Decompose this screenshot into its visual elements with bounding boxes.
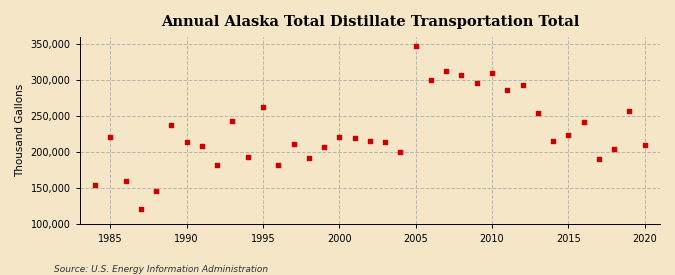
Y-axis label: Thousand Gallons: Thousand Gallons bbox=[15, 84, 25, 177]
Point bbox=[181, 139, 192, 144]
Point bbox=[624, 108, 635, 113]
Point bbox=[593, 157, 604, 161]
Point bbox=[227, 119, 238, 124]
Point bbox=[258, 105, 269, 109]
Point bbox=[502, 87, 513, 92]
Point bbox=[120, 179, 131, 183]
Title: Annual Alaska Total Distillate Transportation Total: Annual Alaska Total Distillate Transport… bbox=[161, 15, 579, 29]
Point bbox=[136, 207, 146, 211]
Point bbox=[547, 139, 558, 143]
Point bbox=[441, 69, 452, 73]
Text: Source: U.S. Energy Information Administration: Source: U.S. Energy Information Administ… bbox=[54, 265, 268, 274]
Point bbox=[166, 123, 177, 127]
Point bbox=[273, 163, 284, 167]
Point bbox=[578, 120, 589, 124]
Point bbox=[380, 139, 391, 144]
Point bbox=[319, 144, 329, 149]
Point bbox=[425, 78, 436, 82]
Point bbox=[196, 144, 207, 148]
Point bbox=[609, 147, 620, 151]
Point bbox=[349, 136, 360, 140]
Point bbox=[517, 83, 528, 88]
Point bbox=[242, 155, 253, 160]
Point bbox=[395, 150, 406, 154]
Point bbox=[105, 134, 115, 139]
Point bbox=[90, 183, 101, 187]
Point bbox=[410, 44, 421, 49]
Point bbox=[303, 156, 314, 160]
Point bbox=[212, 163, 223, 167]
Point bbox=[151, 189, 161, 194]
Point bbox=[334, 135, 345, 139]
Point bbox=[533, 111, 543, 115]
Point bbox=[364, 139, 375, 143]
Point bbox=[471, 81, 482, 86]
Point bbox=[456, 72, 467, 77]
Point bbox=[288, 142, 299, 146]
Point bbox=[639, 143, 650, 147]
Point bbox=[487, 71, 497, 75]
Point bbox=[563, 133, 574, 137]
